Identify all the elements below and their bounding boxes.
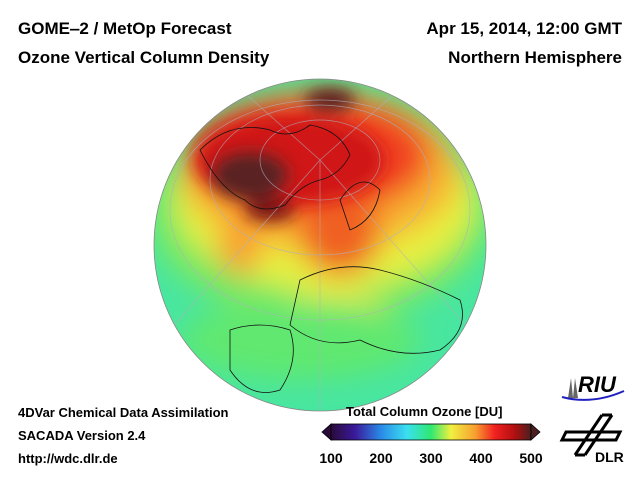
dlr-logo-icon bbox=[559, 413, 623, 457]
dlr-logo-text: DLR bbox=[595, 449, 624, 465]
date-time: Apr 15, 2014, 12:00 GMT bbox=[426, 19, 622, 38]
colorbar-max-arrow bbox=[530, 423, 541, 441]
riu-logo-icon bbox=[561, 378, 625, 401]
product-title: GOME‒2 / MetOp Forecast bbox=[18, 19, 232, 38]
variable-title: Ozone Vertical Column Density bbox=[18, 48, 270, 67]
colorbar-tick: 200 bbox=[369, 450, 393, 466]
colorbar-min-arrow bbox=[321, 423, 332, 441]
colorbar-tick: 300 bbox=[419, 450, 443, 466]
hemisphere-label: Northern Hemisphere bbox=[448, 48, 622, 67]
colorbar-title: Total Column Ozone [DU] bbox=[346, 404, 503, 419]
colorbar-gradient bbox=[330, 423, 532, 441]
version-label: SACADA Version 2.4 bbox=[18, 428, 146, 443]
method-label: 4DVar Chemical Data Assimilation bbox=[18, 405, 229, 420]
website-link[interactable]: http://wdc.dlr.de bbox=[18, 451, 118, 466]
colorbar-tick: 100 bbox=[319, 450, 343, 466]
riu-logo-text: RIU bbox=[578, 372, 616, 397]
colorbar-tick: 400 bbox=[469, 450, 493, 466]
colorbar-tick: 500 bbox=[519, 450, 543, 466]
colorbar bbox=[321, 423, 541, 441]
